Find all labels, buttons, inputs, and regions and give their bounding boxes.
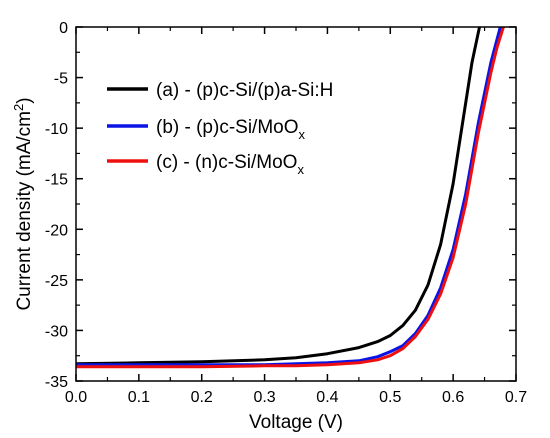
legend-label-sub: x <box>299 127 306 142</box>
x-tick-label: 0.7 <box>505 389 527 406</box>
axes: 0.0 0.1 0.2 0.3 0.4 0.5 0.6 0.7 0 -5 -10 -15 -20 -25 -… <box>11 20 527 433</box>
x-tick-label: 0.6 <box>442 389 464 406</box>
legend-label-1: (a) - (p)c-Si/(p)a-Si:H <box>156 80 333 101</box>
y-tick-label: -10 <box>45 121 68 138</box>
x-axis-title: Voltage (V) <box>249 412 343 433</box>
legend-label-main: (c) - (n)c-Si/MoO <box>156 152 297 173</box>
x-tick-label: 0.1 <box>128 389 150 406</box>
y-axis-title-close: ) <box>14 97 35 103</box>
series-line-3 <box>76 27 505 369</box>
x-tick-label: 0.4 <box>316 389 338 406</box>
y-axis-title-sup: 2 <box>11 104 26 111</box>
y-tick-label: -15 <box>45 172 68 189</box>
y-tick-label: -20 <box>45 222 68 239</box>
y-axis-title: Current density (mA/cm2) <box>11 97 35 310</box>
legend-label-main: (a) - (p)c-Si/(p)a-Si:H <box>156 80 333 101</box>
series-group <box>76 27 505 369</box>
y-tick-label: -35 <box>45 374 68 391</box>
legend-label-sub: x <box>297 162 304 177</box>
y-tick-label: -30 <box>45 323 68 340</box>
y-axis-title-main: Current density (mA/cm <box>14 111 35 311</box>
series-line-1 <box>76 27 481 366</box>
y-tick-label: -5 <box>54 71 68 88</box>
legend-label-2: (b) - (p)c-Si/MoOx <box>156 117 306 142</box>
series-line-2 <box>76 27 502 367</box>
x-tick-label: 0.5 <box>379 389 401 406</box>
x-tick-label: 0.0 <box>65 389 87 406</box>
legend-label-main: (b) - (p)c-Si/MoO <box>156 117 299 138</box>
legend-label-3: (c) - (n)c-Si/MoOx <box>156 152 304 177</box>
y-tick-label: -25 <box>45 273 68 290</box>
y-tick-label: 0 <box>59 20 68 37</box>
x-tick-label: 0.2 <box>191 389 213 406</box>
legend: (a) - (p)c-Si/(p)a-Si:H (b) - (p)c-Si/MoO… <box>107 80 333 177</box>
x-tick-label: 0.3 <box>253 389 275 406</box>
